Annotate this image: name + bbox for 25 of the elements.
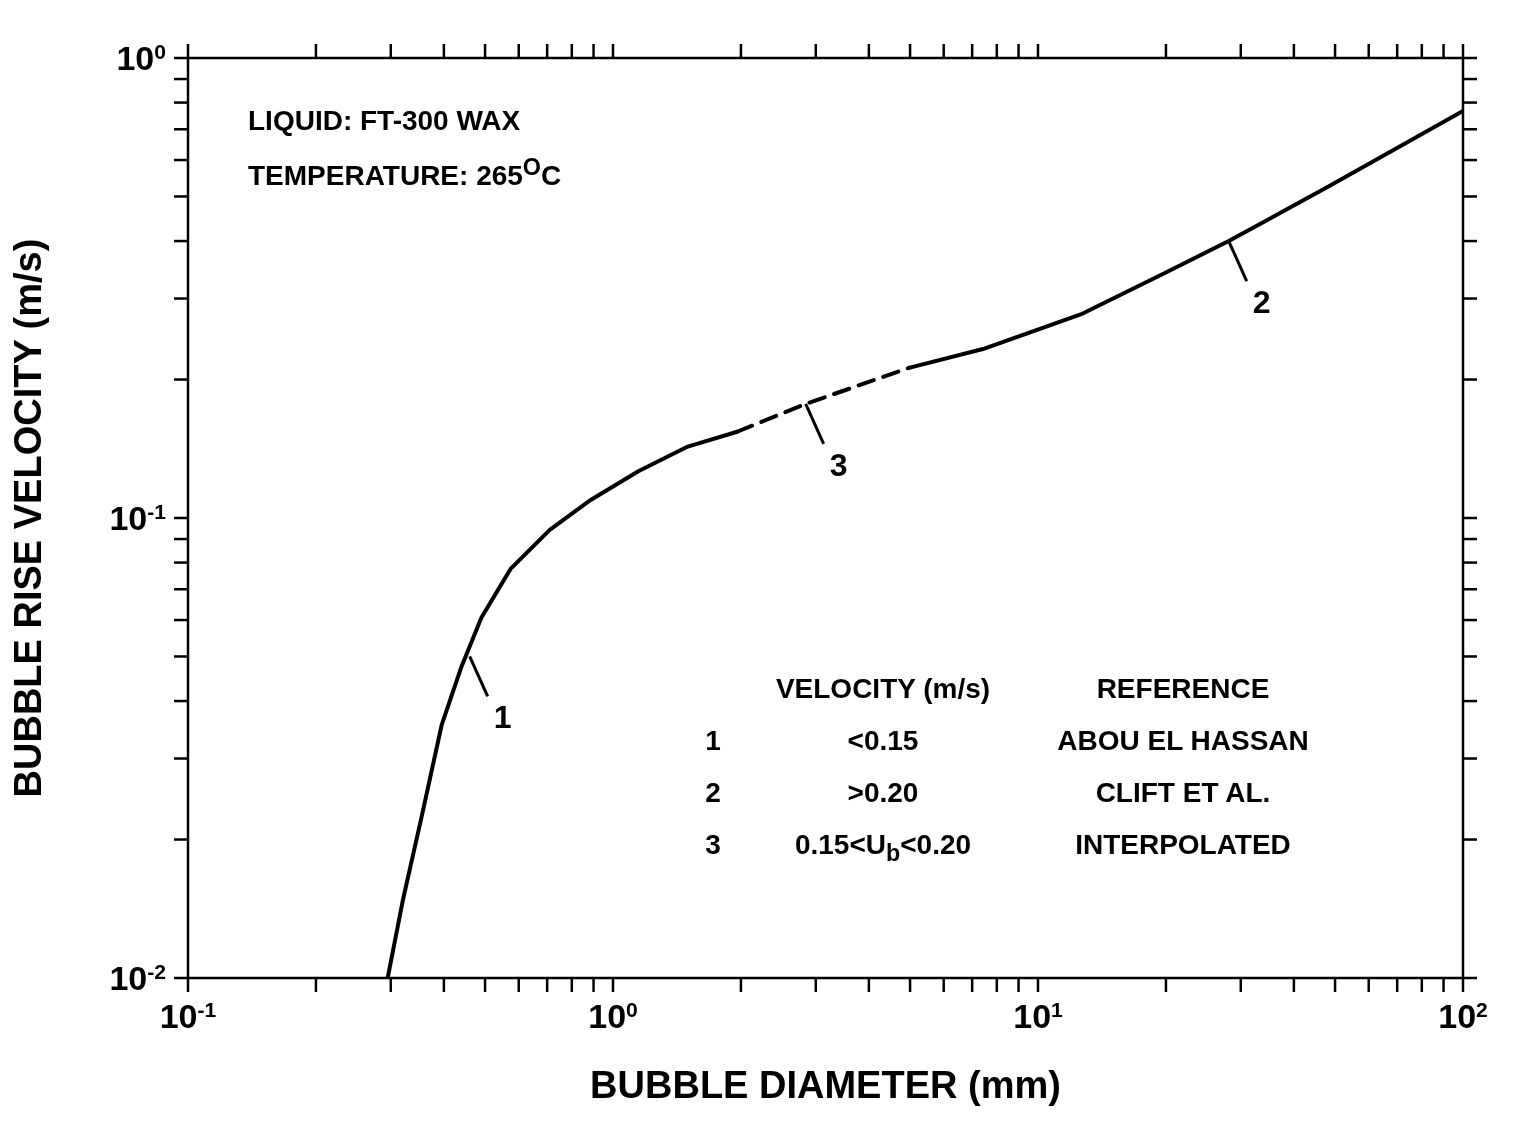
y-tick-label: 10$^{-1}$ [109, 499, 167, 537]
x-axis-title: BUBBLE DIAMETER (mm) [590, 1064, 1061, 1106]
y-axis-title: BUBBLE RISE VELOCITY (m/s) [7, 238, 50, 798]
annotation: 1 [704, 725, 722, 757]
x-tick-label: 10$^{2}$ [1438, 997, 1488, 1035]
annotation: ABOU EL HASSAN [1056, 725, 1310, 757]
annotation: 3 [704, 829, 722, 862]
annotation: REFERENCE [1095, 673, 1271, 705]
annotation: CLIFT ET AL. [1094, 777, 1272, 809]
annotation: TEMPERATURE: 265$^{O}$C [248, 153, 562, 194]
x-tick-label: 10$^{-1}$ [159, 997, 217, 1035]
x-tick-label: 10$^{0}$ [588, 997, 638, 1035]
x-tick-label: 10$^{1}$ [1013, 997, 1064, 1035]
annotation: VELOCITY (m/s) [774, 673, 992, 705]
annotation: 1 [493, 699, 512, 736]
annotation: 3 [829, 446, 848, 483]
annotation: 2 [1252, 284, 1271, 321]
annotation: LIQUID: FT-300 WAX [248, 104, 522, 138]
annotation: 2 [704, 777, 722, 809]
annotation: INTERPOLATED [1074, 829, 1292, 862]
y-tick-label: 10$^{-2}$ [109, 959, 166, 997]
y-tick-label: 10$^{0}$ [116, 39, 166, 77]
annotation: <0.15 [846, 725, 920, 757]
annotation: >0.20 [846, 777, 920, 809]
annotation: 0.15<U$_{b}$<0.20 [793, 829, 973, 867]
